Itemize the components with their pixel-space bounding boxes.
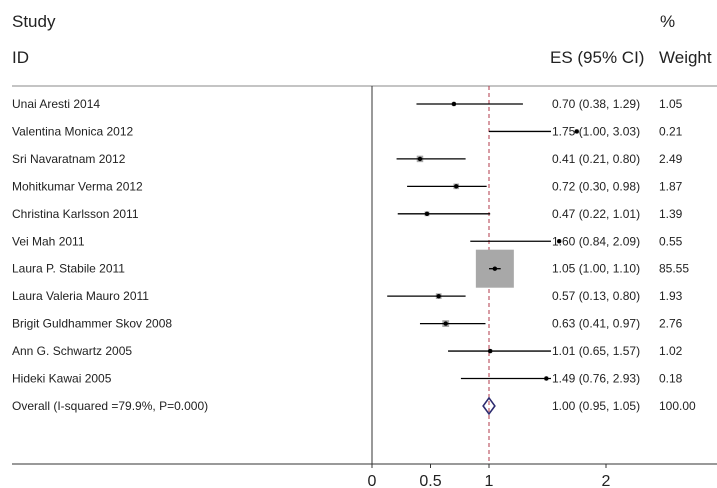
es-ci-value: 1.49 (0.76, 2.93) <box>552 372 640 386</box>
study-label: Brigit Guldhammer Skov 2008 <box>12 317 172 331</box>
point-estimate <box>443 321 448 326</box>
es-ci-value: 0.57 (0.13, 0.80) <box>552 289 640 303</box>
study-label: Christina Karlsson 2011 <box>12 207 139 221</box>
es-ci-value: 0.72 (0.30, 0.98) <box>552 179 640 193</box>
weight-value: 2.49 <box>659 152 683 166</box>
overall-es-ci: 1.00 (0.95, 1.05) <box>552 399 640 413</box>
point-estimate <box>487 348 493 354</box>
es-ci-value: 1.01 (0.65, 1.57) <box>552 344 640 358</box>
es-ci-value: 0.63 (0.41, 0.97) <box>552 317 640 331</box>
weight-value: 1.39 <box>659 207 683 221</box>
study-label: Unai Aresti 2014 <box>12 97 100 111</box>
weight-value: 1.05 <box>659 97 683 111</box>
percent-header: % <box>660 12 676 31</box>
point-estimate <box>417 156 423 162</box>
study-label: Valentina Monica 2012 <box>12 124 134 138</box>
weight-header: Weight <box>659 48 712 67</box>
weight-value: 0.18 <box>659 372 683 386</box>
x-tick-label: 2 <box>602 473 611 488</box>
weight-value: 0.55 <box>659 234 683 248</box>
study-label: Laura Valeria Mauro 2011 <box>12 289 149 303</box>
es-ci-value: 1.60 (0.84, 2.09) <box>552 234 640 248</box>
weight-value: 2.76 <box>659 317 683 331</box>
point-estimate <box>454 184 459 189</box>
x-tick-label: 1 <box>485 473 494 488</box>
x-tick-label: 0 <box>368 473 377 488</box>
es-ci-header: ES (95% CI) <box>550 48 645 67</box>
study-label: Laura P. Stabile 2011 <box>12 262 125 276</box>
es-ci-value: 0.47 (0.22, 1.01) <box>552 207 640 221</box>
overall-weight: 100.00 <box>659 399 696 413</box>
weight-value: 0.21 <box>659 124 683 138</box>
id-header: ID <box>12 48 29 67</box>
es-ci-value: 1.05 (1.00, 1.10) <box>552 262 640 276</box>
study-header: Study <box>12 12 56 31</box>
overall-label: Overall (I-squared =79.9%, P=0.000) <box>12 399 208 413</box>
study-label: Ann G. Schwartz 2005 <box>12 344 132 358</box>
x-tick-label: 0.5 <box>419 473 441 488</box>
study-label: Mohitkumar Verma 2012 <box>12 179 143 193</box>
point-estimate <box>451 101 457 107</box>
point-estimate <box>492 266 498 271</box>
study-label: Sri Navaratnam 2012 <box>12 152 126 166</box>
weight-value: 85.55 <box>659 262 689 276</box>
es-ci-value: 0.70 (0.38, 1.29) <box>552 97 640 111</box>
point-estimate <box>544 376 549 381</box>
weight-value: 1.02 <box>659 344 683 358</box>
point-estimate <box>424 211 430 216</box>
es-ci-value: 0.41 (0.21, 0.80) <box>552 152 640 166</box>
point-estimate <box>436 293 441 299</box>
point-estimate <box>574 129 579 134</box>
study-label: Hideki Kawai 2005 <box>12 372 112 386</box>
weight-value: 1.87 <box>659 179 683 193</box>
point-estimate <box>557 239 562 244</box>
overall-diamond <box>482 396 496 416</box>
weight-value: 1.93 <box>659 289 683 303</box>
study-label: Vei Mah 2011 <box>12 234 85 248</box>
es-ci-value: 1.75 (1.00, 3.03) <box>552 124 640 138</box>
